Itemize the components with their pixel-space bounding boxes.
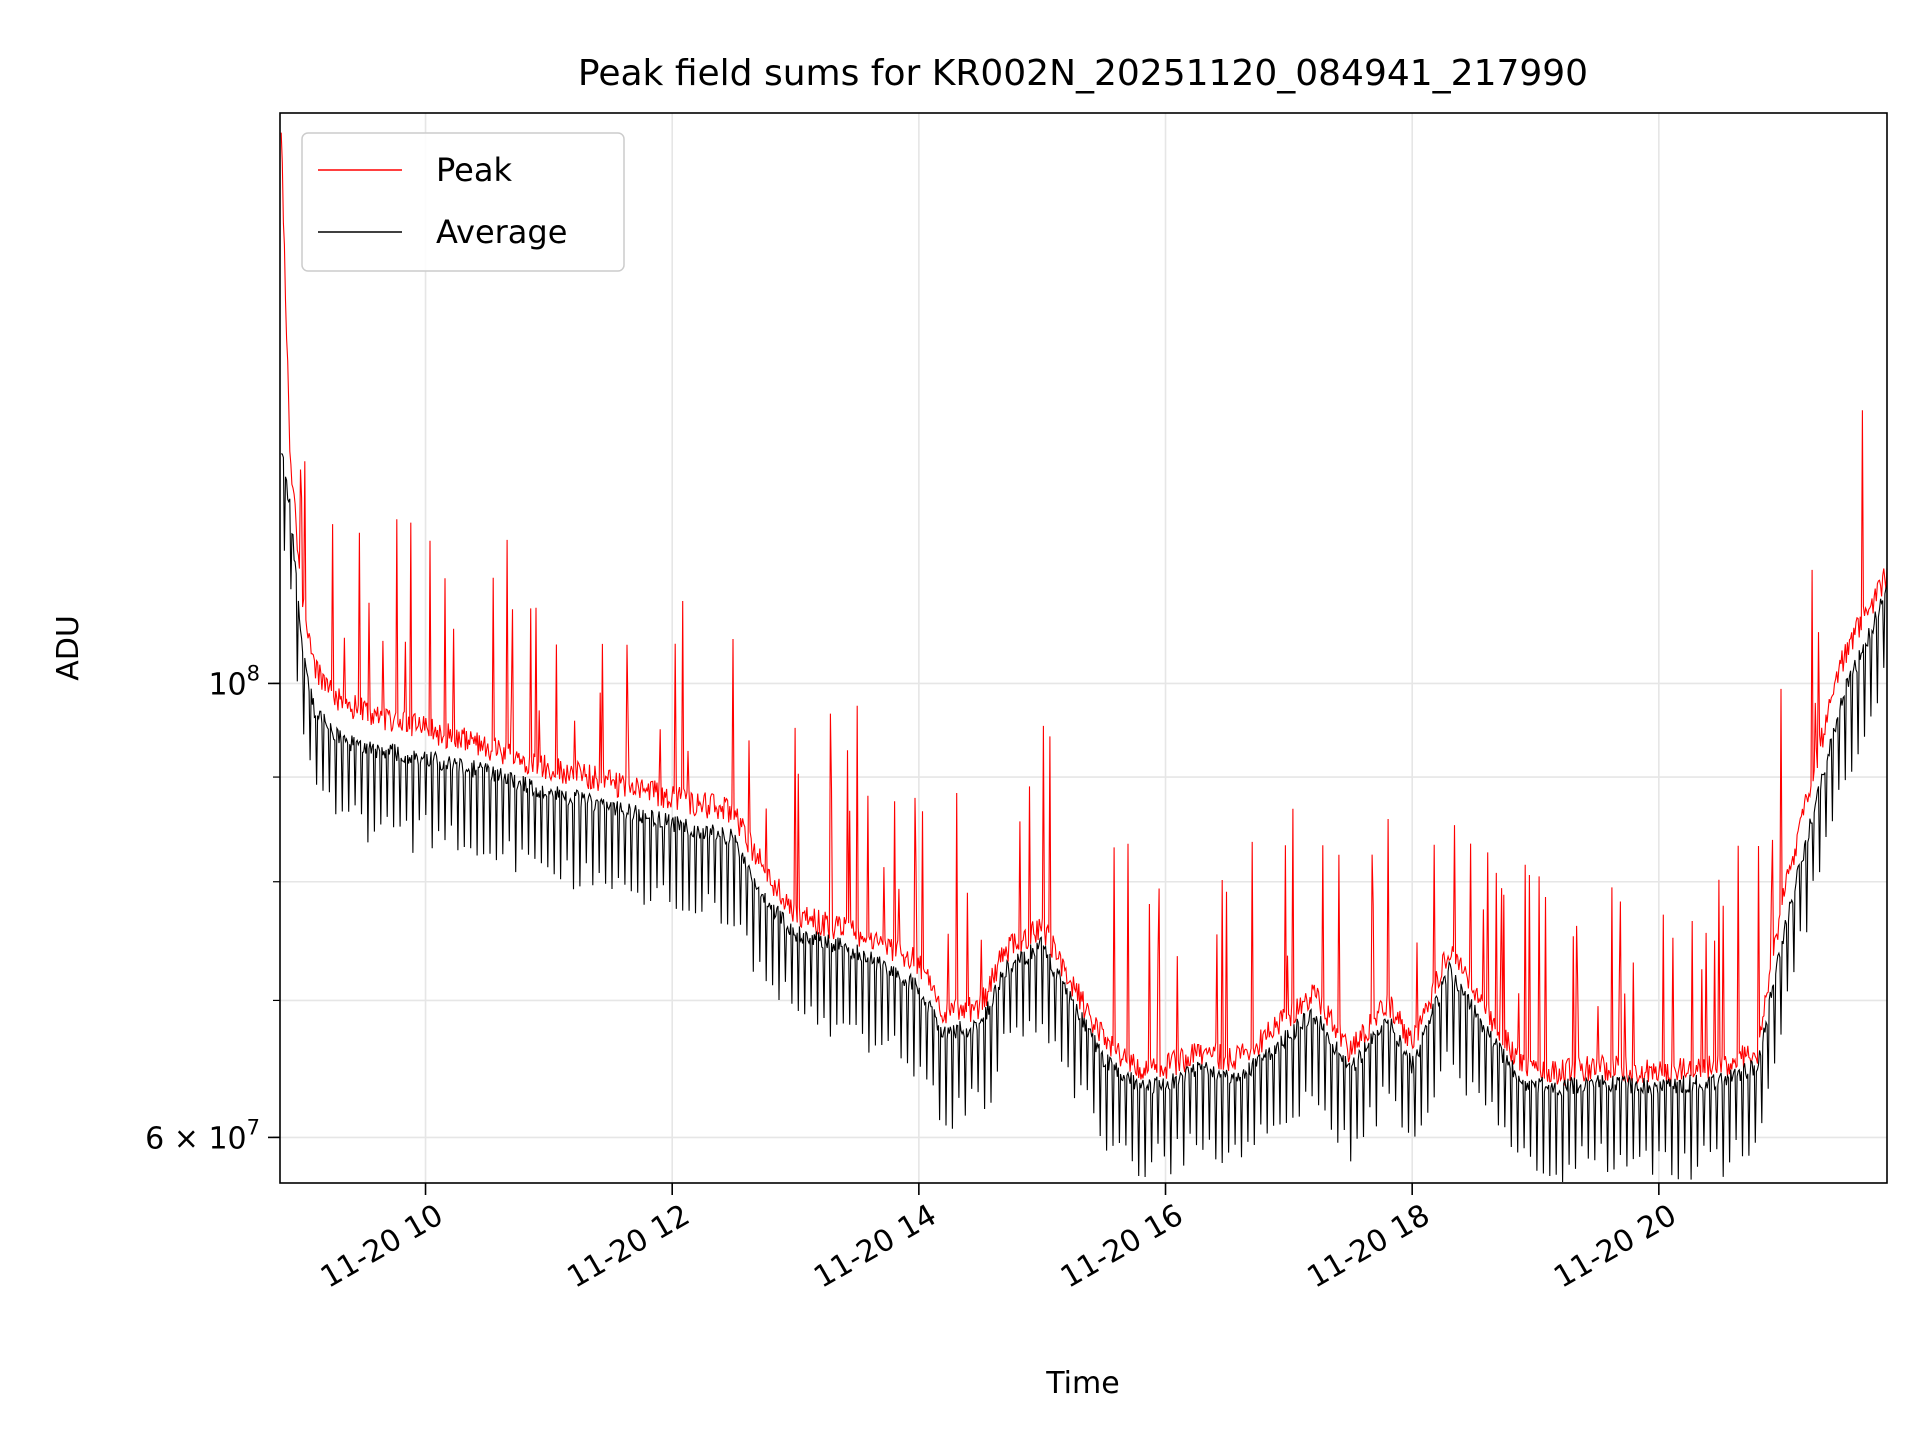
legend-box: [301, 132, 625, 272]
y-tick-label-1: 6 × 107: [145, 1115, 260, 1156]
series-line-average: [281, 453, 1888, 1183]
y-axis-label: ADU: [51, 615, 86, 681]
series-layer: [280, 132, 1888, 1183]
plot-area-frame: [279, 112, 1888, 1184]
x-axis-label: Time: [1045, 1366, 1119, 1401]
y-axis: 108 6 × 107: [145, 661, 280, 1156]
chart-title: Peak field sums for KR002N_20251120_0849…: [578, 53, 1588, 94]
legend-label-peak: Peak: [436, 151, 512, 189]
grid-lines: [280, 113, 1887, 1183]
y-tick-label-0: 108: [208, 661, 260, 702]
legend: Peak Average: [301, 132, 625, 272]
legend-label-average: Average: [436, 213, 567, 251]
